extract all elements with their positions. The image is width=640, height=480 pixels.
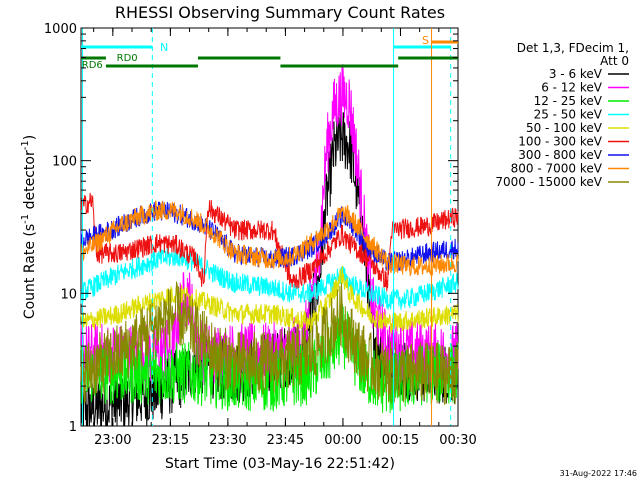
y-label-sup2: -1 [20,140,31,150]
y-axis-label: Count Rate (s-1 detector-1) [20,135,38,319]
series-line-8 [80,280,459,405]
series-line-3 [80,247,459,310]
overlay-layer: N S RD0 RD6 [81,28,458,426]
y-tick-label-2: 100 [52,155,77,170]
x-tick-label-5: 00:15 [382,433,419,448]
y-tick-label-3: 1000 [44,22,77,37]
legend-label-2: 12 - 25 keV [534,94,603,108]
x-tick-label-1: 23:15 [152,433,189,448]
series-layer [80,64,459,427]
series-5 [80,192,459,292]
legend-label-3: 25 - 50 keV [534,108,603,122]
y-label-mid: detector [22,150,38,214]
legend-label-4: 50 - 100 keV [526,121,603,135]
legend-label-0: 3 - 6 keV [549,67,603,81]
legend-label-7: 800 - 7000 keV [511,162,603,176]
series-7 [80,200,459,277]
series-line-5 [80,192,459,292]
y-tick-label-0: 1 [69,420,77,435]
series-8 [80,280,459,405]
y-label-main: Count Rate (s [22,224,38,319]
legend-label-6: 300 - 800 keV [518,148,602,162]
series-4 [80,265,459,334]
legend-label-5: 100 - 300 keV [518,135,602,149]
series-line-7 [80,200,459,277]
x-tick-label-4: 00:00 [324,433,361,448]
saa-label: S [422,34,429,47]
ticks-layer: 23:00 23:15 23:30 23:45 00:00 00:15 00:30 1 10 10… [44,22,477,448]
legend-label-8: 7000 - 15000 keV [495,175,602,189]
legend-header-line1: Det 1,3, FDecim 1, [517,41,629,55]
x-axis-label: Start Time (03-May-16 22:51:42) [165,456,395,472]
rd0-label: RD0 [117,53,138,64]
x-tick-label-2: 23:30 [209,433,246,448]
legend-label-1: 6 - 12 keV [541,81,603,95]
legend-header-line2: Att 0 [600,54,629,68]
footer-date: 31-Aug-2022 17:46 [560,469,637,478]
series-line-4 [80,265,459,334]
y-label-sup1: -1 [20,214,31,224]
x-tick-label-6: 00:30 [439,433,476,448]
y-label-end: ) [22,135,38,140]
y-tick-label-1: 10 [60,287,77,302]
x-tick-label-3: 23:45 [267,433,304,448]
series-3 [80,247,459,310]
x-tick-label-0: 23:00 [94,433,131,448]
plot-frame [80,27,459,427]
rd6-label: RD6 [82,60,103,71]
night-label: N [160,41,168,54]
chart-title: RHESSI Observing Summary Count Rates [115,3,445,22]
